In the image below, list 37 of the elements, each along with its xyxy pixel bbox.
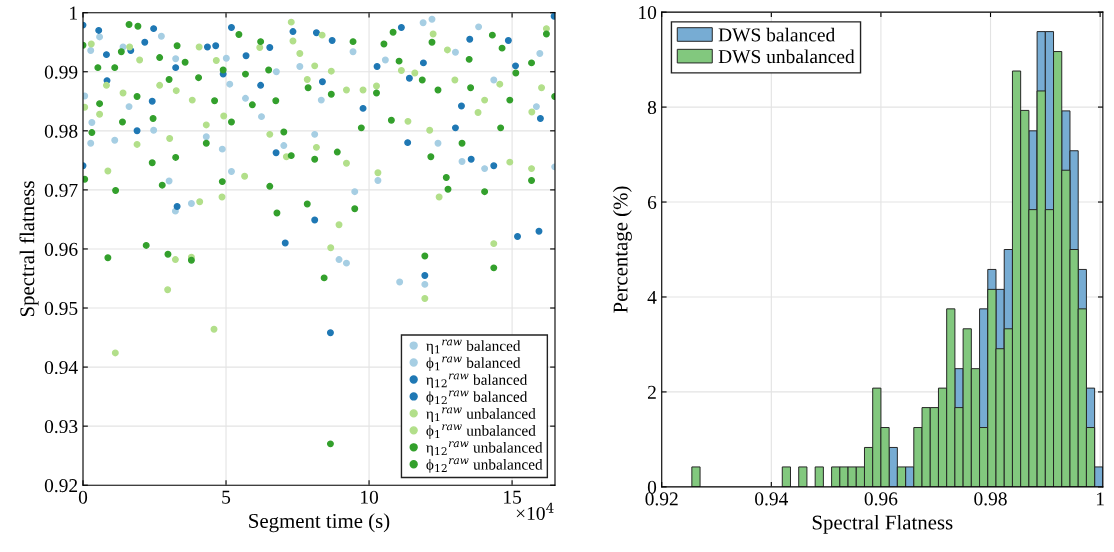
y-tick-label: 4 xyxy=(647,290,657,304)
y-axis-title: Spectral flatness xyxy=(19,181,39,317)
y-tick-label: 2 xyxy=(647,385,656,399)
y-tick-label: 0 xyxy=(647,480,657,494)
y-axis-title: Percentage (%) xyxy=(612,186,632,313)
legend-label: ϕ$_{1}$$^{raw}$ unbalanced xyxy=(426,424,536,439)
y-tick-label: 0.92 xyxy=(44,479,78,493)
legend-label: ϕ$_{12}$$^{raw}$ unbalanced xyxy=(426,458,543,473)
y-tick-label: 0.93 xyxy=(44,419,78,434)
x-tick-label: 0.98 xyxy=(974,492,1007,506)
legend-label: ϕ$_{12}$$^{raw}$ balanced xyxy=(426,390,528,405)
y-tick-label: 0.94 xyxy=(44,360,78,375)
y-tick-label: 6 xyxy=(647,195,657,209)
x-axis-title: Segment time (s) xyxy=(249,513,390,533)
y-tick-label: 0.99 xyxy=(44,65,78,79)
legend-label: η$_{12}$$^{raw}$ balanced xyxy=(426,373,528,389)
x-tick-label: 10 xyxy=(361,490,379,504)
x-tick-label: 0.96 xyxy=(864,492,898,506)
x-tick-label: 15 xyxy=(504,490,522,504)
y-tick-label: 0.97 xyxy=(44,183,78,197)
x-tick-label: 0.94 xyxy=(755,492,789,506)
y-tick-label: 8 xyxy=(647,100,657,115)
x-axis-title: Spectral Flatness xyxy=(812,514,953,534)
x-tick-label: 0 xyxy=(78,490,88,504)
y-tick-label: 0.96 xyxy=(44,242,78,256)
y-tick-label: 0.95 xyxy=(44,301,78,316)
legend-label: DWS unbalanced xyxy=(718,49,855,64)
legend-label: ϕ$_{1}$$^{raw}$ balanced xyxy=(426,356,521,372)
y-tick-label: 1 xyxy=(70,6,77,20)
x-tick-label: 5 xyxy=(222,490,231,504)
x-tick-label: 1 xyxy=(1096,492,1104,506)
legend-label: DWS balanced xyxy=(718,27,836,42)
y-tick-label: 0.98 xyxy=(44,124,78,138)
legend-label: η$_{12}$$^{raw}$ unbalanced xyxy=(426,441,543,456)
y-tick-label: 10 xyxy=(639,5,657,20)
legend-label: η$_{1}$$^{raw}$ balanced xyxy=(426,339,521,355)
legend-label: η$_{1}$$^{raw}$ unbalanced xyxy=(426,407,536,422)
